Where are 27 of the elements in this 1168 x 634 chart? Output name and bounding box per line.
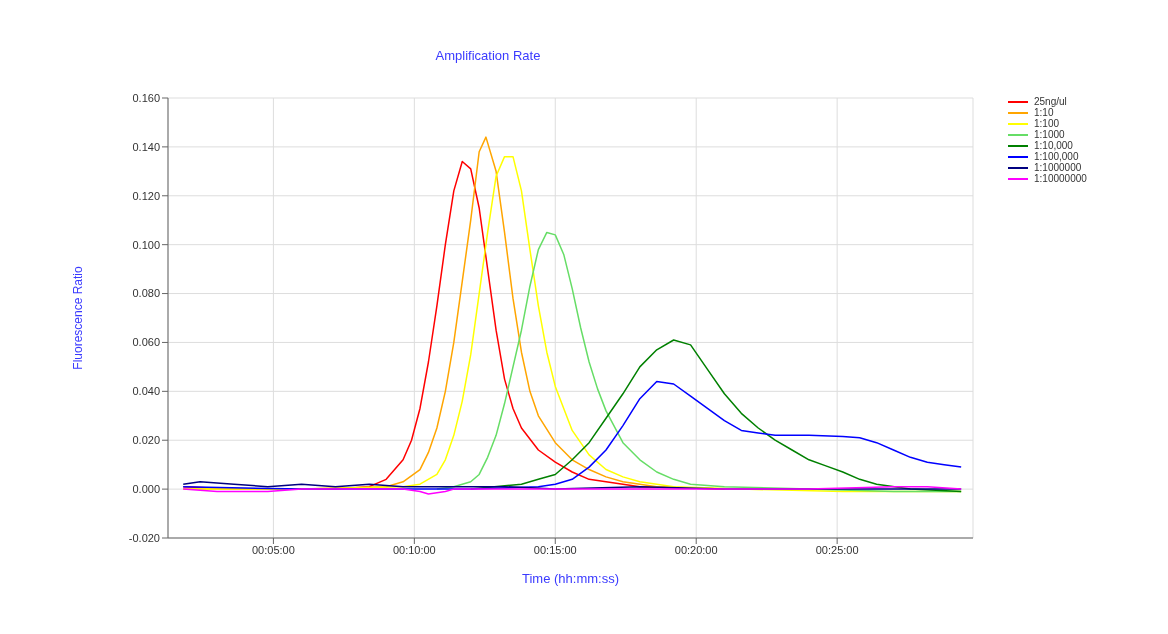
x-tick-label: 00:05:00 (252, 543, 295, 556)
y-tick-label: 0.160 (132, 91, 160, 104)
x-tick-label: 00:25:00 (815, 543, 859, 556)
y-tick-label: -0.020 (128, 531, 160, 544)
legend-label: 1:1000 (1034, 129, 1065, 140)
legend-label: 1:10 (1034, 107, 1054, 118)
y-tick-label: 0.060 (132, 336, 160, 349)
x-tick-label: 00:20:00 (674, 543, 718, 556)
x-axis-title: Time (hh:mm:ss) (521, 571, 620, 586)
x-tick-label: 00:15:00 (533, 543, 577, 556)
y-tick-label: 0.000 (132, 483, 160, 496)
legend-label: 1:10,000 (1034, 140, 1073, 151)
y-tick-label: 0.100 (132, 238, 160, 251)
y-tick-label: 0.020 (132, 434, 160, 447)
legend-label: 25ng/ul (1034, 96, 1067, 107)
legend-label: 1:10000000 (1034, 173, 1087, 184)
legend-label: 1:100 (1034, 118, 1060, 129)
line-series (182, 485, 962, 495)
legend-label: 1:100,000 (1034, 151, 1079, 162)
y-tick-label: 0.040 (132, 385, 160, 398)
chart-title: Amplification Rate (434, 48, 542, 63)
y-tick-label: 0.120 (132, 189, 160, 202)
y-tick-label: 0.140 (132, 140, 160, 153)
y-axis-title: Fluorescence Ratio (71, 265, 86, 370)
legend-label: 1:1000000 (1034, 162, 1082, 173)
y-tick-label: 0.080 (132, 287, 160, 300)
x-tick-label: 00:10:00 (392, 543, 436, 556)
